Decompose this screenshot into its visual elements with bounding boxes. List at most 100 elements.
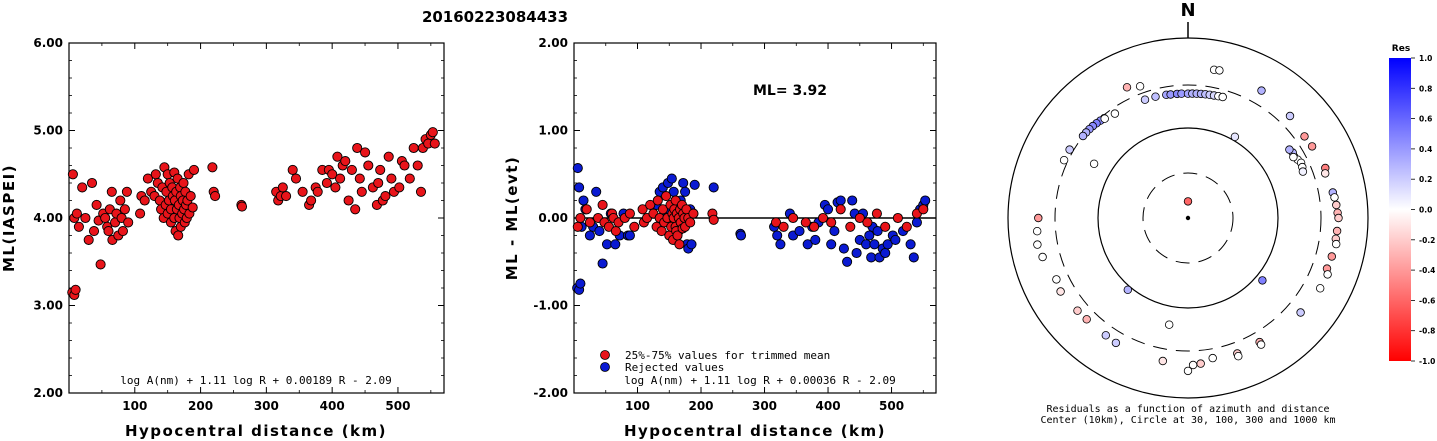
middle-data-point	[800, 217, 811, 228]
station-marker	[1078, 131, 1088, 141]
left-data-point	[117, 226, 128, 237]
station-marker	[1032, 226, 1042, 236]
middle-data-point	[905, 239, 916, 250]
left-data-point	[415, 186, 427, 197]
station-marker	[1059, 155, 1069, 165]
legend-blue-marker	[600, 362, 610, 372]
middle-y-tick-labels: -2.00 -1.00 0.00 1.00 2.00	[533, 36, 936, 400]
station-marker	[1073, 306, 1082, 315]
station-marker	[1334, 213, 1343, 223]
colorbar-tick-label: -0.6	[1419, 296, 1435, 305]
colorbar-tick-label: -0.4	[1419, 266, 1435, 275]
middle-data-point	[866, 252, 877, 263]
left-x-tick-label: 500	[385, 399, 410, 413]
left-data-point	[121, 186, 132, 197]
station-marker	[1188, 360, 1198, 370]
middle-data-point	[826, 239, 837, 250]
middle-data-point	[685, 217, 696, 228]
middle-y-axis-label: ML - ML(evt)	[503, 156, 521, 280]
middle-data-point	[584, 217, 595, 228]
left-data-point	[321, 177, 332, 189]
left-data-point	[404, 173, 415, 184]
left-y-axis-label: ML(IASPEI)	[0, 164, 18, 272]
left-data-point	[346, 164, 357, 175]
left-data-point	[343, 195, 354, 206]
middle-data-point	[864, 230, 875, 241]
middle-data-point	[854, 212, 865, 224]
middle-data-point	[572, 163, 583, 174]
left-data-point	[386, 173, 397, 184]
middle-data-point	[880, 247, 891, 259]
middle-data-point	[575, 212, 586, 224]
station-marker	[1101, 331, 1110, 340]
azimuth-caption-2: Center (10km), Circle at 30, 100, 300 an…	[1040, 415, 1335, 426]
left-x-tick-label: 300	[254, 399, 279, 413]
colorbar-tick-label: 0.0	[1419, 206, 1432, 215]
station-marker	[1122, 83, 1132, 92]
left-data-point	[178, 177, 189, 189]
left-data-point	[77, 182, 88, 193]
station-marker	[1320, 169, 1330, 178]
left-data-point	[236, 201, 248, 212]
ring-300km	[1054, 84, 1322, 352]
colorbar-tick-label: 0.2	[1419, 175, 1432, 184]
middle-data-point	[872, 226, 883, 237]
polar-stations	[1032, 65, 1343, 376]
station-marker	[1300, 132, 1309, 141]
left-data-point	[412, 160, 423, 171]
left-formula: log A(nm) + 1.11 log R + 0.00189 R - 2.0…	[120, 374, 392, 387]
left-data-point	[188, 164, 200, 175]
middle-data-point	[822, 204, 834, 215]
middle-data-point	[708, 182, 719, 193]
middle-data-point	[680, 186, 691, 197]
middle-data-point	[901, 221, 912, 232]
station-marker	[1089, 159, 1099, 168]
station-marker	[1258, 276, 1267, 285]
middle-data-point	[869, 239, 880, 250]
middle-x-tick-label: 100	[625, 399, 650, 413]
left-data-point	[375, 164, 386, 175]
left-data-point	[429, 138, 440, 149]
middle-data-point	[735, 230, 747, 241]
left-data-point	[119, 204, 130, 215]
epicenter-dot	[1185, 215, 1191, 221]
middle-data-point	[911, 217, 922, 228]
station-marker	[1230, 132, 1240, 141]
station-marker	[1285, 111, 1295, 121]
azimuth-plot: N Residuals as a function of azimuth and…	[1007, 0, 1369, 426]
left-data-point	[83, 234, 94, 245]
middle-points	[572, 163, 931, 295]
middle-data-point	[597, 258, 608, 269]
station-marker	[1315, 284, 1325, 293]
left-data-point	[354, 173, 365, 184]
station-marker	[1331, 239, 1341, 249]
middle-plot: -2.00 -1.00 0.00 1.00 2.00 100 200 300 400 500 M…	[503, 36, 937, 440]
middle-data-point	[835, 204, 846, 215]
left-data-point	[115, 195, 126, 206]
left-data-point	[95, 259, 106, 270]
middle-data-point	[862, 217, 873, 228]
left-data-point	[70, 284, 81, 295]
middle-y-tick-label: 1.00	[538, 124, 568, 138]
middle-data-point	[645, 199, 656, 210]
colorbar-tick-label: 0.4	[1419, 145, 1432, 154]
station-marker	[1140, 95, 1150, 104]
left-data-point	[135, 208, 146, 219]
colorbar-tick-label: -0.2	[1419, 236, 1435, 245]
middle-data-point	[770, 217, 782, 228]
station-marker	[1158, 356, 1167, 366]
middle-data-point	[629, 221, 640, 232]
left-data-point	[350, 204, 361, 215]
legend-red-marker	[600, 350, 610, 360]
left-y-tick-label: 2.00	[33, 386, 63, 400]
station-marker	[1135, 82, 1145, 91]
left-y-tick-label: 4.00	[33, 211, 63, 225]
middle-data-point	[861, 239, 872, 250]
station-marker	[1033, 240, 1042, 249]
left-data-point	[106, 186, 117, 197]
left-data-point	[86, 177, 98, 189]
left-data-point	[100, 212, 111, 224]
colorbar-tick-label: -1.0	[1419, 357, 1435, 366]
colorbar-tick-label: 1.0	[1419, 54, 1432, 63]
middle-data-point	[624, 230, 635, 241]
